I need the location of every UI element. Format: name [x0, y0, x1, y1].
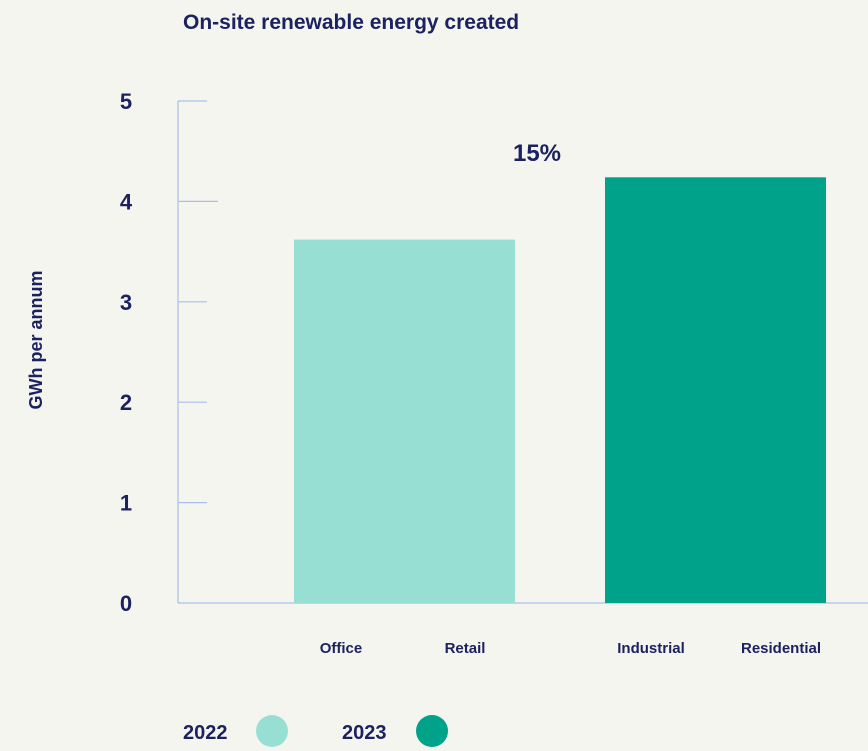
- y-tick-label: 3: [120, 290, 132, 315]
- legend-swatch-2023: [416, 715, 448, 747]
- chart-title: On-site renewable energy created: [183, 11, 519, 34]
- bar-2022: [294, 240, 515, 603]
- x-category-label: Industrial: [617, 640, 685, 657]
- y-tick-label: 0: [120, 591, 132, 616]
- legend-label-2023: 2023: [342, 722, 387, 744]
- bar-2023: [605, 177, 826, 603]
- y-tick-label: 4: [120, 189, 133, 214]
- legend-label-2022: 2022: [183, 722, 228, 744]
- x-category-label: Office: [320, 640, 363, 657]
- legend: 2022 2023: [183, 715, 448, 747]
- x-category-label: Residential: [741, 640, 821, 657]
- y-tick-label: 5: [120, 89, 132, 114]
- change-annotation: 15%: [513, 140, 561, 167]
- bars: [294, 177, 826, 603]
- x-axis-labels: Office Retail Industrial Residential: [320, 640, 821, 657]
- legend-swatch-2022: [256, 715, 288, 747]
- y-tick-label: 2: [120, 390, 132, 415]
- y-tick-label: 1: [120, 491, 132, 516]
- y-axis-label: GWh per annum: [26, 271, 46, 410]
- x-category-label: Retail: [445, 640, 486, 657]
